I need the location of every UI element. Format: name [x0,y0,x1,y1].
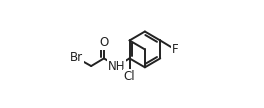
Text: O: O [99,36,109,49]
Text: F: F [172,43,178,56]
Text: Br: Br [70,51,83,64]
Text: Cl: Cl [124,70,135,83]
Text: NH: NH [108,60,125,73]
